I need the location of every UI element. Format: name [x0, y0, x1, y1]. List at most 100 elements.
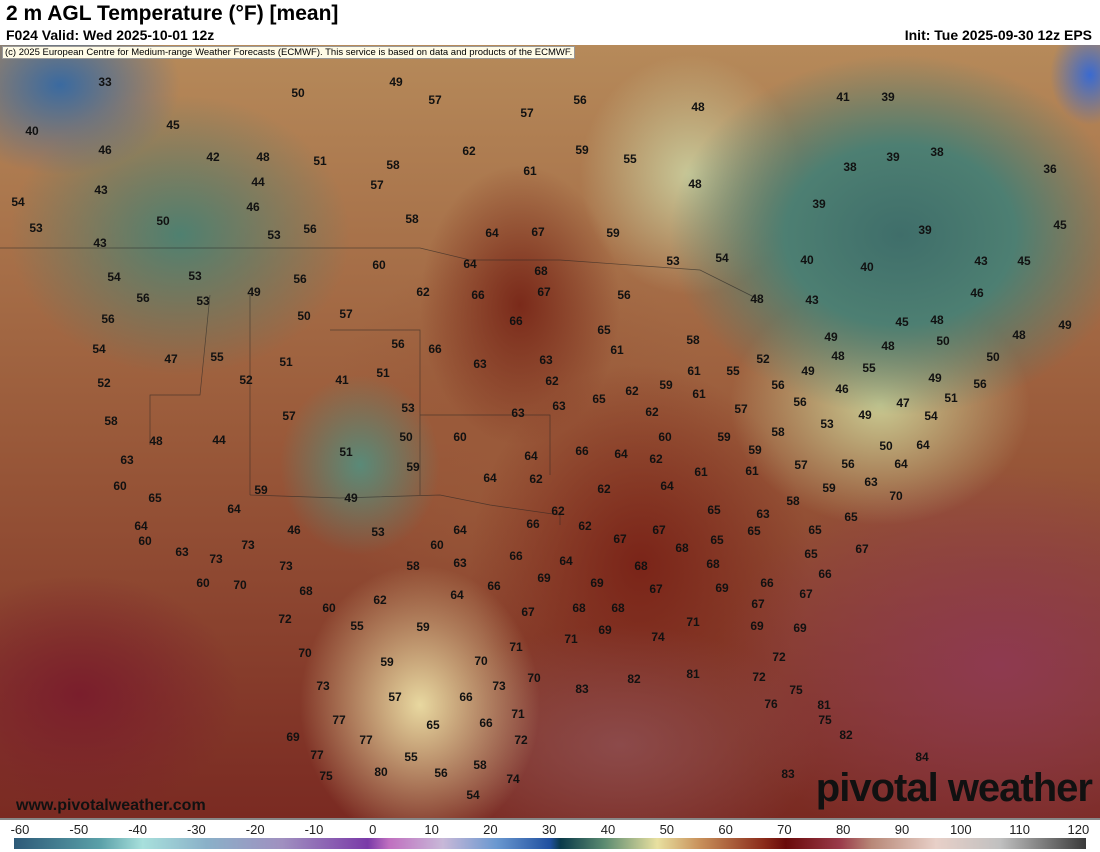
colorbar: -60 -50 -40 -30 -20 -10 0 10 20 30 40 50 60 70 80 90 100… [0, 818, 1100, 852]
temperature-label: 63 [473, 357, 487, 371]
temperature-label: 82 [839, 728, 853, 742]
temperature-label: 56 [391, 337, 405, 351]
temperature-label: 64 [485, 226, 499, 240]
temperature-label: 43 [805, 293, 819, 307]
colorbar-tick-label: 90 [894, 822, 910, 837]
temperature-label: 63 [539, 353, 553, 367]
temperature-label: 69 [750, 619, 764, 633]
colorbar-tick-label: 50 [659, 822, 675, 837]
temperature-label: 66 [760, 576, 774, 590]
temperature-label: 73 [316, 679, 330, 693]
temperature-label: 50 [399, 430, 413, 444]
temperature-label: 70 [233, 578, 247, 592]
colorbar-tick-label: 70 [777, 822, 792, 837]
temperature-label: 49 [247, 285, 261, 299]
temperature-label: 59 [406, 460, 420, 474]
temperature-label: 48 [831, 349, 845, 363]
temperature-label: 69 [598, 623, 612, 637]
temperature-label: 50 [936, 334, 950, 348]
colorbar-tick-label: -10 [304, 822, 324, 837]
temperature-label: 49 [858, 408, 872, 422]
temperature-label: 45 [166, 118, 180, 132]
temperature-label: 48 [930, 313, 944, 327]
temperature-label: 67 [531, 225, 545, 239]
temperature-label: 42 [206, 150, 220, 164]
temperature-label: 74 [506, 772, 520, 786]
temperature-label: 71 [511, 707, 525, 721]
temperature-label: 73 [241, 538, 255, 552]
temperature-label: 56 [771, 378, 785, 392]
temperature-label: 70 [889, 489, 903, 503]
temperature-label: 59 [822, 481, 836, 495]
temperature-label: 49 [824, 330, 838, 344]
temperature-label: 40 [800, 253, 814, 267]
temperature-label: 75 [818, 713, 832, 727]
colorbar-tick-label: 60 [718, 822, 733, 837]
temperature-label: 56 [101, 312, 115, 326]
temperature-label: 68 [299, 584, 313, 598]
temperature-label: 81 [817, 698, 831, 712]
colorbar-tick-label: 80 [835, 822, 851, 837]
temperature-label: 54 [466, 788, 480, 802]
temperature-label: 46 [287, 523, 301, 537]
valid-time: F024 Valid: Wed 2025-10-01 12z [6, 27, 215, 43]
temperature-label: 69 [590, 576, 604, 590]
temperature-label: 47 [164, 352, 178, 366]
temperature-label: 43 [94, 183, 108, 197]
temperature-label: 55 [726, 364, 740, 378]
temperature-label: 56 [617, 288, 631, 302]
temperature-label: 69 [286, 730, 300, 744]
temperature-label: 66 [479, 716, 493, 730]
temperature-label: 83 [575, 682, 589, 696]
temperature-label: 41 [335, 373, 349, 387]
temperature-label: 68 [706, 557, 720, 571]
temperature-label: 56 [293, 272, 307, 286]
temperature-label: 61 [687, 364, 701, 378]
temperature-label: 43 [974, 254, 988, 268]
colorbar-tick-label: 30 [541, 822, 557, 837]
temperature-label: 73 [209, 552, 223, 566]
temperature-label: 40 [860, 260, 874, 274]
temperature-label: 64 [894, 457, 908, 471]
temperature-label: 59 [254, 483, 268, 497]
temperature-label: 65 [804, 547, 818, 561]
temperature-label: 77 [359, 733, 373, 747]
temperature-label: 65 [747, 524, 761, 538]
temperature-label: 68 [572, 601, 586, 615]
temperature-label: 61 [694, 465, 708, 479]
temperature-label: 65 [597, 323, 611, 337]
temperature-label: 68 [534, 264, 548, 278]
temperature-label: 51 [313, 154, 327, 168]
temperature-label: 48 [691, 100, 705, 114]
temperature-label: 65 [426, 718, 440, 732]
temperature-label: 59 [606, 226, 620, 240]
temperature-label: 49 [1058, 318, 1072, 332]
temperature-label: 33 [98, 75, 112, 89]
temperature-label: 50 [879, 439, 893, 453]
temperature-label: 58 [473, 758, 487, 772]
website-url[interactable]: www.pivotalweather.com [16, 797, 206, 814]
temperature-label: 62 [529, 472, 543, 486]
temperature-label: 47 [896, 396, 910, 410]
temperature-label: 64 [450, 588, 464, 602]
temperature-label: 39 [886, 150, 900, 164]
temperature-label: 59 [717, 430, 731, 444]
colorbar-tick-label: -60 [10, 822, 30, 837]
temperature-label: 72 [278, 612, 292, 626]
temperature-label: 58 [406, 559, 420, 573]
temperature-label: 67 [855, 542, 869, 556]
temperature-label: 69 [715, 581, 729, 595]
temperature-label: 53 [29, 221, 43, 235]
temperature-label: 56 [841, 457, 855, 471]
temperature-label: 81 [686, 667, 700, 681]
temperature-label: 59 [575, 143, 589, 157]
temperature-label: 49 [928, 371, 942, 385]
temperature-label: 48 [149, 434, 163, 448]
temperature-label: 54 [924, 409, 938, 423]
temperature-label: 62 [645, 405, 659, 419]
colorbar-tick-label: 100 [949, 822, 972, 837]
temperature-label: 66 [428, 342, 442, 356]
temperature-map[interactable]: 33 49 50 57 56 48 41 39 57 45 40 62 59 55 46 42 48 51 58 39… [0, 45, 1100, 818]
temperature-label: 49 [344, 491, 358, 505]
temperature-label: 72 [752, 670, 766, 684]
